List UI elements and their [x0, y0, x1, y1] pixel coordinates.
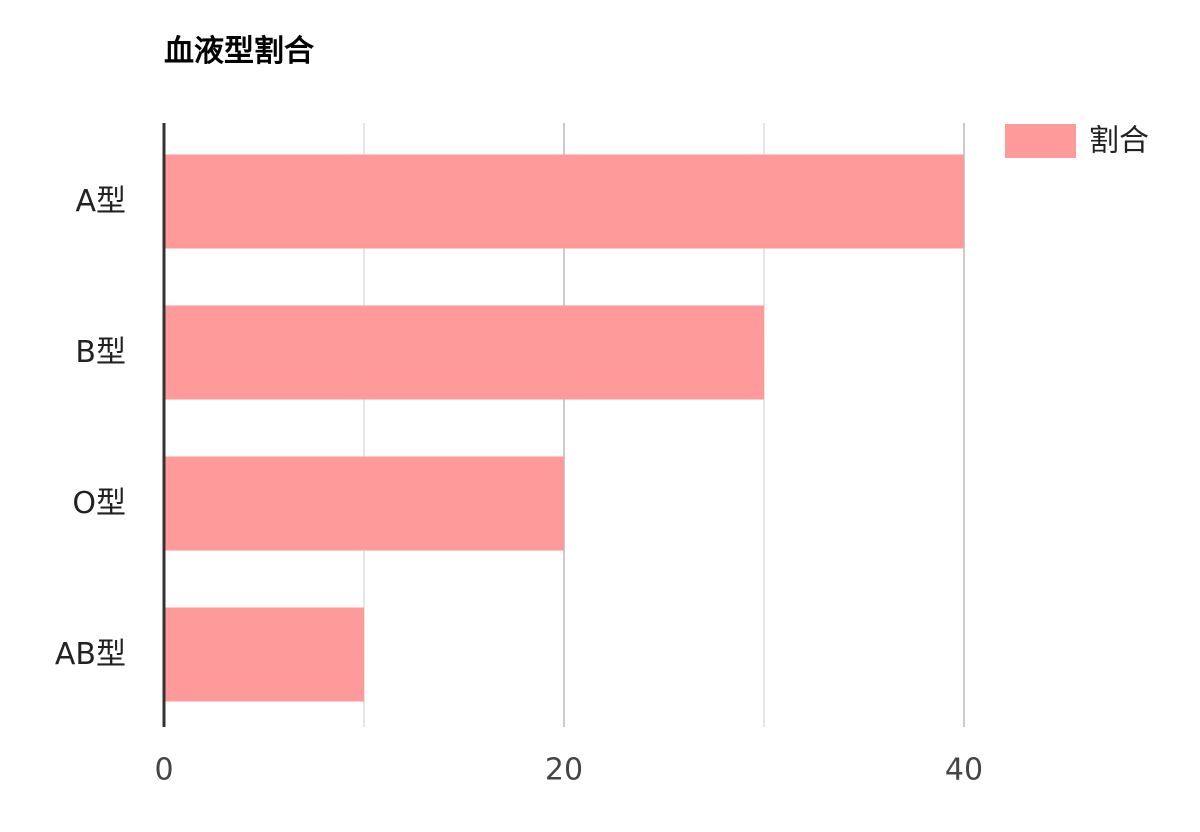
x-tick-label: 20	[545, 753, 583, 788]
bar	[164, 456, 564, 551]
x-tick-labels: 0 20 40	[154, 753, 983, 788]
x-tick-label: 40	[945, 753, 983, 788]
bar	[164, 154, 964, 249]
legend-swatch	[1005, 124, 1076, 158]
x-tick-label: 0	[154, 753, 173, 788]
chart-title: 血液型割合	[164, 34, 314, 69]
legend: 割合	[1005, 124, 1149, 159]
category-labels: A型 B型 O型 AB型	[55, 184, 126, 672]
legend-label: 割合	[1089, 124, 1149, 159]
bar	[164, 607, 364, 702]
category-label: AB型	[55, 637, 126, 672]
bars	[164, 154, 964, 702]
category-label: O型	[72, 486, 126, 521]
bar	[164, 305, 764, 400]
category-label: B型	[75, 335, 126, 370]
category-label: A型	[75, 184, 126, 219]
